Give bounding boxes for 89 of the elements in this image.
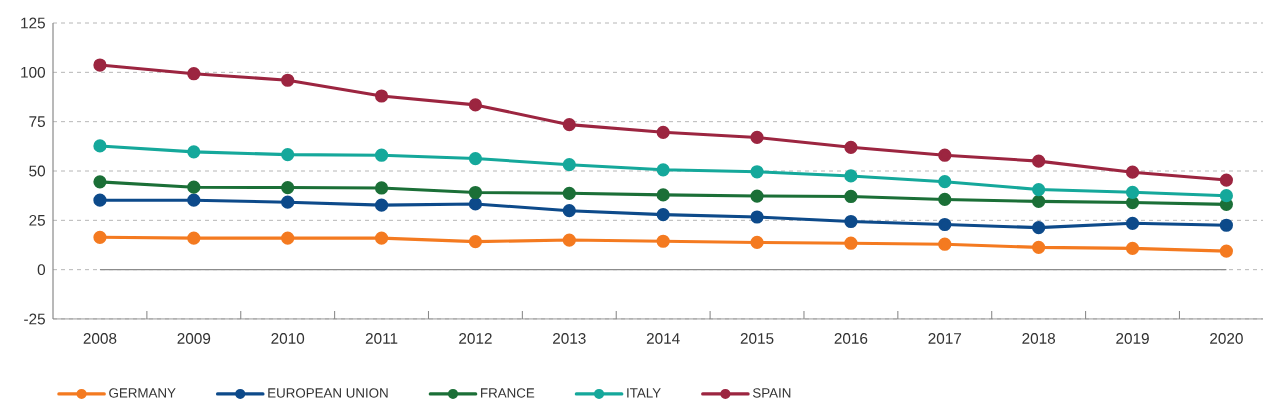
x-tick-label: 2015 (740, 333, 774, 344)
point (187, 231, 201, 245)
point (281, 73, 295, 87)
point (844, 169, 858, 183)
point (468, 151, 483, 166)
point (844, 214, 858, 229)
point (281, 231, 295, 245)
y-tick-label: 75 (29, 116, 45, 128)
point (1125, 216, 1140, 230)
x-tick-label: 2010 (271, 333, 305, 344)
point (656, 234, 670, 248)
x-tick-label: 2012 (459, 333, 492, 344)
point (656, 125, 670, 139)
point (1125, 185, 1140, 199)
point (1032, 194, 1046, 208)
point (1032, 154, 1046, 168)
point (468, 235, 483, 249)
point (93, 139, 107, 153)
y-tick-label: -25 (24, 313, 45, 325)
point (468, 197, 483, 211)
point (468, 98, 483, 112)
y-tick-label: 125 (21, 17, 45, 29)
point (656, 188, 670, 202)
point (1125, 241, 1140, 255)
point (1125, 195, 1140, 210)
point (374, 148, 389, 162)
point (93, 230, 107, 244)
point (374, 89, 389, 103)
x-tick-label: 2008 (83, 333, 117, 344)
point (281, 148, 295, 162)
point (187, 67, 201, 81)
point (938, 237, 952, 251)
point (938, 192, 952, 207)
y-tick-label: 100 (21, 66, 46, 78)
point (1219, 173, 1233, 187)
x-tick-label: 2020 (1210, 333, 1243, 344)
point (468, 185, 483, 200)
point (93, 175, 107, 189)
point (562, 233, 576, 247)
legend-label: GERMANY (109, 388, 176, 398)
point (281, 195, 295, 209)
point (844, 236, 858, 250)
point (1032, 221, 1046, 235)
point (844, 140, 858, 154)
point (750, 189, 764, 203)
point (1219, 189, 1233, 203)
x-tick-label: 2011 (365, 333, 398, 344)
point (844, 189, 858, 204)
legend-label: SPAIN (752, 388, 791, 398)
legend-label: FRANCE (481, 388, 535, 398)
point (1032, 240, 1046, 254)
point (1219, 218, 1233, 232)
point (374, 198, 389, 212)
x-tick-label: 2016 (834, 333, 868, 344)
x-tick-label: 2009 (177, 333, 211, 344)
point (562, 204, 576, 218)
point (93, 193, 107, 207)
point (1219, 244, 1233, 258)
x-tick-label: 2019 (1116, 333, 1149, 344)
point (374, 181, 389, 195)
point (938, 148, 952, 162)
point (750, 235, 764, 250)
point (1125, 165, 1140, 179)
point (750, 210, 764, 224)
point (93, 58, 107, 72)
point (562, 118, 576, 132)
point (187, 193, 201, 207)
x-tick-label: 2018 (1022, 333, 1056, 344)
y-tick-label: 25 (29, 214, 45, 226)
point (656, 208, 670, 222)
legend-label: EUROPEAN UNION (268, 388, 388, 398)
x-tick-label: 2014 (646, 333, 680, 344)
point (562, 158, 576, 172)
point (187, 180, 201, 194)
point (750, 130, 764, 145)
point (374, 231, 389, 245)
y-tick-label: 50 (29, 165, 46, 177)
y-tick-label: 0 (37, 264, 46, 276)
point (562, 186, 576, 200)
point (187, 145, 201, 159)
point (938, 217, 952, 232)
legend-label: ITALY (627, 388, 661, 398)
point (938, 175, 952, 189)
x-tick-label: 2013 (553, 333, 586, 344)
point (1032, 182, 1046, 197)
x-tick-label: 2017 (928, 333, 962, 344)
point (656, 163, 670, 177)
point (750, 165, 764, 179)
point (281, 180, 295, 195)
